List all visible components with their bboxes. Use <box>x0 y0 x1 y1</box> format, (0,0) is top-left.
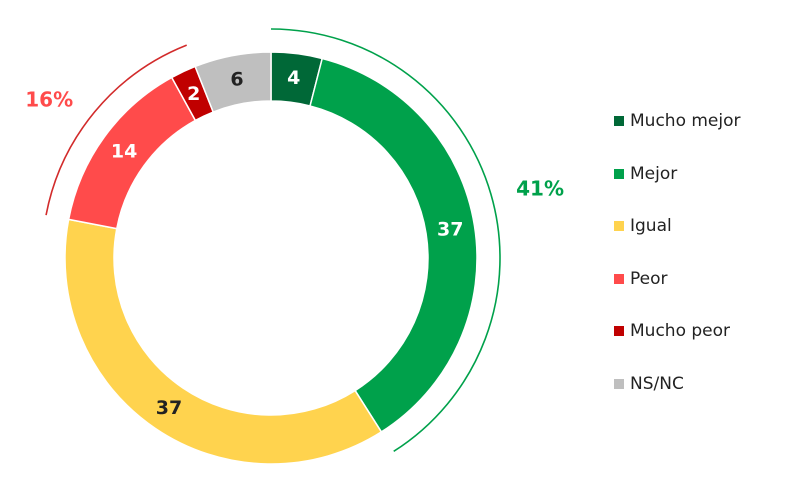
segment-value-igual: 37 <box>156 397 182 419</box>
legend-swatch <box>614 273 624 284</box>
legend-swatch <box>614 116 624 126</box>
segment-value-mucho-peor: 2 <box>187 83 200 105</box>
legend-item-ns-nc: NS/NC <box>614 371 741 397</box>
legend-swatch <box>614 168 624 179</box>
legend-item-mucho-peor: Mucho peor <box>614 318 741 344</box>
legend-item-mucho-mejor: Mucho mejor <box>614 108 741 134</box>
group-arc-mucho-mejor-mejor <box>270 28 501 453</box>
legend: Mucho mejor Mejor Igual Peor Mucho peor NS/NC <box>614 108 741 424</box>
legend-label: Mejor <box>630 163 678 184</box>
segment-mejor <box>309 57 478 433</box>
segment-labels: 4 37 37 14 2 6 <box>111 67 464 419</box>
group-label-mucho-mejor-mejor: 41% <box>516 177 564 201</box>
group-arc-peor-mucho-peor <box>45 44 187 216</box>
legend-swatch <box>614 326 624 337</box>
legend-swatch <box>614 378 624 389</box>
segment-value-ns-nc: 6 <box>230 69 243 91</box>
legend-item-peor: Peor <box>614 266 741 292</box>
group-label-peor-mucho-peor: 16% <box>25 87 73 111</box>
legend-label: Mucho peor <box>630 321 731 342</box>
legend-label: NS/NC <box>630 373 684 394</box>
legend-label: Mucho mejor <box>630 111 741 131</box>
segment-value-peor: 14 <box>111 140 137 162</box>
donut-segments <box>64 51 478 465</box>
legend-swatch <box>614 221 624 232</box>
legend-label: Peor <box>630 268 668 289</box>
legend-label: Igual <box>630 216 672 237</box>
segment-igual <box>64 218 383 465</box>
segment-ns-nc <box>194 51 272 113</box>
legend-item-igual: Igual <box>614 213 741 239</box>
segment-value-mucho-mejor: 4 <box>287 67 300 89</box>
segment-value-mejor: 37 <box>437 219 463 241</box>
legend-item-mejor: Mejor <box>614 161 741 187</box>
group-arcs: 41% 16% <box>25 28 564 453</box>
